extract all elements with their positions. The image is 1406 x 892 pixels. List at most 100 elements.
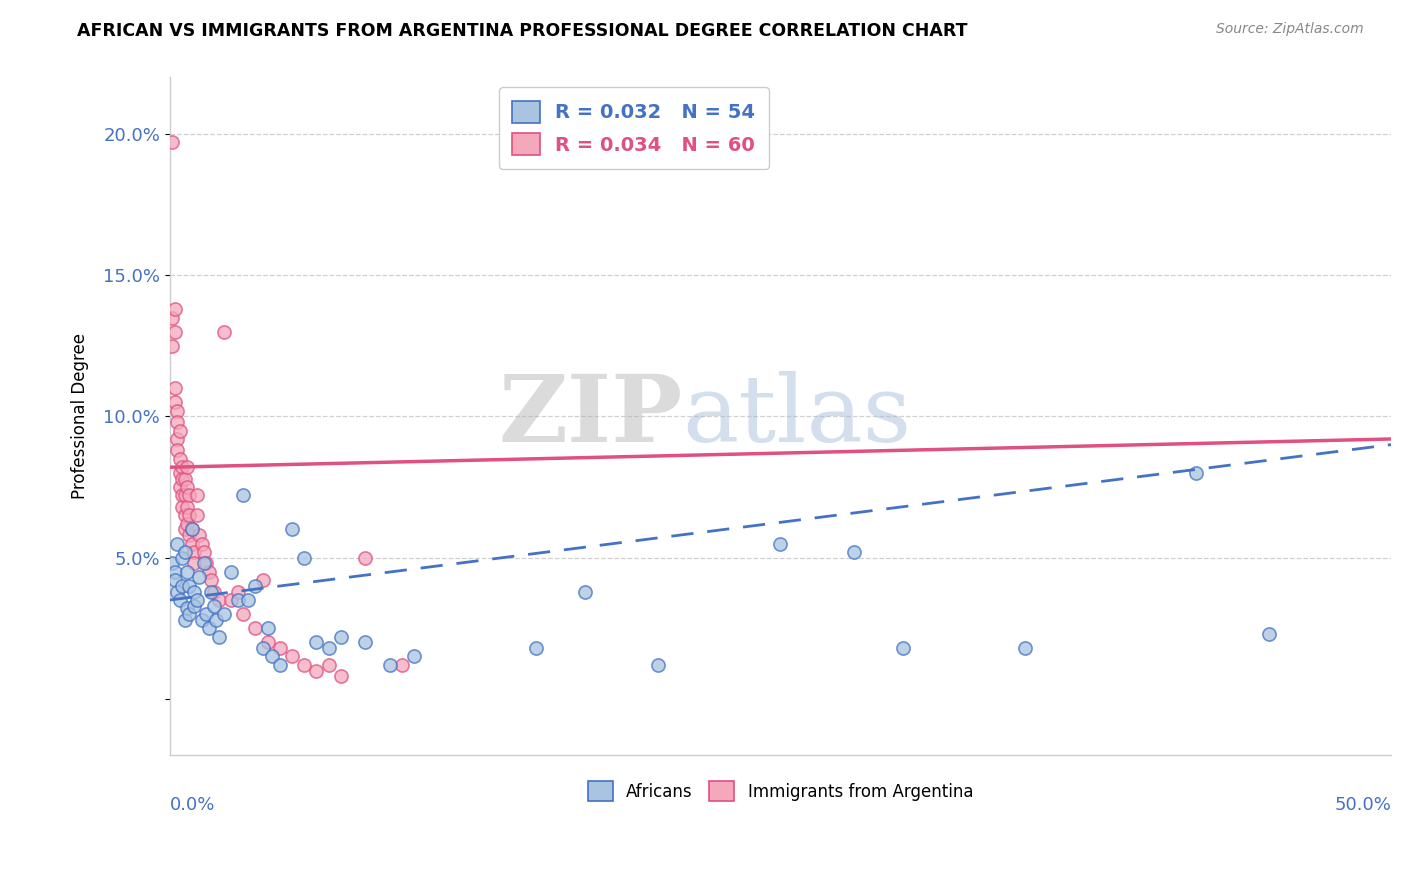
Point xyxy=(354,635,377,649)
Point xyxy=(170,579,193,593)
Point xyxy=(169,480,191,494)
Point xyxy=(166,443,188,458)
Point xyxy=(329,630,352,644)
Point xyxy=(256,621,278,635)
Point xyxy=(378,657,401,672)
Point xyxy=(188,528,211,542)
Point xyxy=(769,536,792,550)
Text: atlas: atlas xyxy=(683,371,912,461)
Point xyxy=(166,415,188,429)
Point xyxy=(162,556,184,570)
Point xyxy=(195,556,218,570)
Point xyxy=(176,480,198,494)
Point xyxy=(269,640,291,655)
Point xyxy=(195,607,218,621)
Point xyxy=(169,451,191,466)
Point xyxy=(170,460,193,475)
Point xyxy=(404,649,426,664)
Point xyxy=(256,635,278,649)
Point xyxy=(198,621,221,635)
Y-axis label: Professional Degree: Professional Degree xyxy=(72,334,89,500)
Point xyxy=(226,593,249,607)
Point xyxy=(166,584,188,599)
Point xyxy=(208,593,231,607)
Point xyxy=(176,500,198,514)
Point xyxy=(170,500,193,514)
Point xyxy=(166,432,188,446)
Point xyxy=(281,649,304,664)
Point xyxy=(186,488,208,502)
Point xyxy=(226,584,249,599)
Point xyxy=(169,593,191,607)
Point xyxy=(1184,466,1206,480)
Point xyxy=(205,613,228,627)
Point xyxy=(269,657,291,672)
Point xyxy=(179,528,201,542)
Point xyxy=(236,593,259,607)
Point xyxy=(318,640,340,655)
Point xyxy=(170,471,193,485)
Point xyxy=(212,607,235,621)
Point xyxy=(252,640,274,655)
Point xyxy=(176,601,198,615)
Point xyxy=(245,579,267,593)
Point xyxy=(891,640,914,655)
Point xyxy=(163,325,186,339)
Point xyxy=(166,536,188,550)
Point xyxy=(163,381,186,395)
Point xyxy=(208,630,231,644)
Point xyxy=(173,508,195,523)
Point xyxy=(190,536,212,550)
Point xyxy=(179,488,201,502)
Point xyxy=(292,550,315,565)
Point xyxy=(180,522,202,536)
Point xyxy=(354,550,377,565)
Text: 50.0%: 50.0% xyxy=(1334,796,1391,814)
Point xyxy=(252,573,274,587)
Point xyxy=(170,550,193,565)
Point xyxy=(190,613,212,627)
Point xyxy=(173,522,195,536)
Text: Source: ZipAtlas.com: Source: ZipAtlas.com xyxy=(1216,22,1364,37)
Point xyxy=(262,649,284,664)
Text: 0.0%: 0.0% xyxy=(170,796,215,814)
Point xyxy=(1014,640,1036,655)
Point xyxy=(305,635,328,649)
Point xyxy=(183,556,205,570)
Point xyxy=(169,466,191,480)
Point xyxy=(232,607,254,621)
Point xyxy=(212,325,235,339)
Point xyxy=(391,657,413,672)
Point xyxy=(170,488,193,502)
Point xyxy=(163,565,186,579)
Point xyxy=(162,310,184,325)
Point xyxy=(200,573,222,587)
Point xyxy=(176,565,198,579)
Point xyxy=(163,395,186,409)
Point xyxy=(292,657,315,672)
Point xyxy=(219,565,242,579)
Point xyxy=(245,621,267,635)
Point xyxy=(202,599,225,613)
Point xyxy=(163,573,186,587)
Point xyxy=(183,545,205,559)
Point xyxy=(180,536,202,550)
Point xyxy=(842,545,865,559)
Point xyxy=(179,508,201,523)
Point xyxy=(186,593,208,607)
Legend: Africans, Immigrants from Argentina: Africans, Immigrants from Argentina xyxy=(581,774,980,808)
Text: AFRICAN VS IMMIGRANTS FROM ARGENTINA PROFESSIONAL DEGREE CORRELATION CHART: AFRICAN VS IMMIGRANTS FROM ARGENTINA PRO… xyxy=(77,22,967,40)
Point xyxy=(232,488,254,502)
Point xyxy=(176,460,198,475)
Point xyxy=(162,136,184,150)
Point xyxy=(173,488,195,502)
Point xyxy=(188,570,211,584)
Point xyxy=(176,516,198,531)
Point xyxy=(305,664,328,678)
Point xyxy=(180,522,202,536)
Point xyxy=(524,640,547,655)
Point xyxy=(647,657,669,672)
Point xyxy=(186,508,208,523)
Point xyxy=(169,424,191,438)
Point xyxy=(179,579,201,593)
